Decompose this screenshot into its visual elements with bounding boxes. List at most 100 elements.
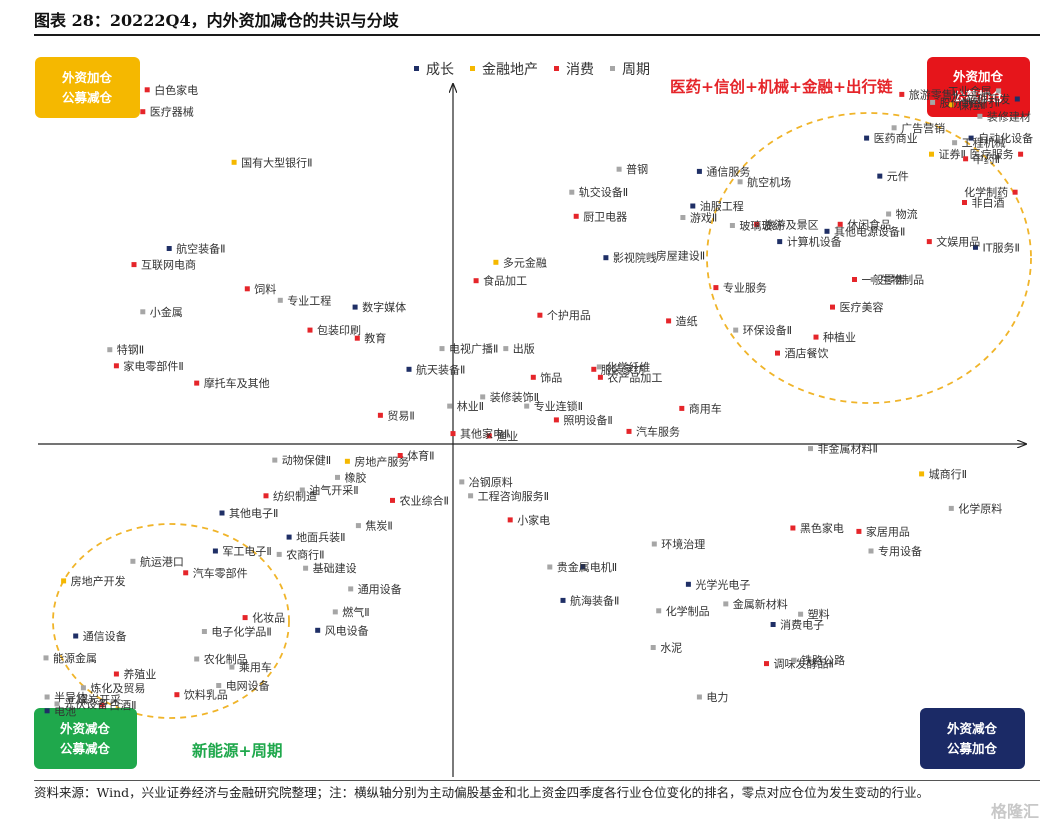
point-label: 油服工程 bbox=[700, 199, 744, 213]
point-marker bbox=[263, 493, 269, 499]
point-label: 种植业 bbox=[823, 330, 856, 344]
point-marker bbox=[948, 102, 954, 108]
point-marker bbox=[286, 534, 292, 540]
figure-title: 图表 28：20222Q4，内外资加减仓的共识与分歧 bbox=[34, 11, 399, 30]
point-marker bbox=[685, 581, 691, 587]
point-marker bbox=[729, 223, 735, 228]
point-label: 影视院线 bbox=[613, 251, 657, 265]
point-marker bbox=[113, 671, 119, 677]
point-marker bbox=[580, 564, 586, 570]
point-label: 城商行Ⅱ bbox=[929, 467, 967, 481]
point-marker bbox=[690, 203, 696, 209]
point-marker bbox=[44, 694, 50, 700]
point-label: 化学纤维 bbox=[606, 360, 650, 374]
point-marker bbox=[591, 366, 597, 372]
point-marker bbox=[791, 657, 797, 663]
point-label: 航空机场 bbox=[747, 175, 791, 189]
point-label: 小家电 bbox=[517, 513, 550, 527]
point-marker bbox=[899, 91, 905, 97]
point-marker bbox=[603, 255, 609, 261]
point-label: 冶钢原料 bbox=[469, 475, 513, 489]
point-marker bbox=[919, 471, 925, 477]
point-label: 饲料 bbox=[254, 282, 276, 296]
bottom-left-theme-annotation: 新能源+周期 bbox=[192, 741, 283, 760]
point-label: 铁路公路 bbox=[801, 654, 845, 667]
point-label: 电机Ⅱ bbox=[590, 560, 617, 574]
point-label: 个护用品 bbox=[547, 308, 591, 322]
point-marker bbox=[183, 570, 189, 576]
point-label: 医疗器械 bbox=[150, 105, 194, 119]
point-label: 基础建设 bbox=[313, 561, 357, 575]
point-marker bbox=[996, 88, 1002, 94]
point-marker bbox=[459, 479, 465, 485]
point-label: 水泥 bbox=[660, 642, 682, 655]
point-label: 通信设备 bbox=[83, 629, 127, 643]
point-label: 自动化设备 bbox=[978, 131, 1033, 145]
point-marker bbox=[352, 304, 358, 310]
point-marker bbox=[315, 627, 321, 633]
point-marker bbox=[886, 211, 892, 217]
point-label: 文娱用品 bbox=[936, 235, 980, 249]
point-marker bbox=[113, 363, 119, 369]
point-label: 工程机械 bbox=[962, 136, 1006, 150]
point-label: 计算机设备 bbox=[787, 235, 842, 249]
point-marker bbox=[503, 346, 509, 352]
point-marker bbox=[770, 622, 776, 627]
point-label: 房地产开发 bbox=[71, 574, 126, 588]
point-marker bbox=[174, 692, 180, 698]
point-marker bbox=[67, 696, 73, 702]
point-marker bbox=[216, 683, 222, 688]
point-marker bbox=[1018, 151, 1024, 157]
point-marker bbox=[680, 215, 686, 220]
point-marker bbox=[864, 135, 870, 141]
point-label: 商用车 bbox=[689, 401, 722, 415]
point-marker bbox=[870, 277, 876, 282]
point-marker bbox=[439, 346, 445, 352]
point-label: 化学制药 bbox=[964, 185, 1008, 199]
point-label: 广告营销 bbox=[901, 121, 945, 135]
quadrant-top-left: 外资加仓 公募减仓 bbox=[35, 57, 140, 118]
legend-label-1: 金融地产 bbox=[482, 62, 538, 78]
point-marker bbox=[144, 87, 150, 93]
bottom-left-cluster-circle bbox=[52, 523, 290, 719]
point-marker bbox=[666, 318, 672, 324]
point-label: 汽车零部件 bbox=[193, 566, 248, 580]
point-label: 白酒Ⅱ bbox=[109, 698, 136, 712]
point-label: 通用设备 bbox=[358, 582, 402, 596]
watermark: 格隆汇 bbox=[990, 802, 1039, 821]
point-label: 通信服务 bbox=[706, 165, 750, 178]
point-label: 电池 bbox=[54, 705, 76, 718]
point-label: 国有大型银行Ⅱ bbox=[241, 155, 312, 169]
point-marker bbox=[837, 221, 843, 227]
point-marker bbox=[737, 179, 743, 185]
point-marker bbox=[140, 109, 146, 115]
point-label: 专业连锁Ⅱ bbox=[534, 399, 583, 413]
point-label: 调味发酵品Ⅱ bbox=[774, 657, 834, 671]
point-label: 消费电子 bbox=[780, 618, 824, 632]
point-label: 养殖业 bbox=[123, 667, 156, 681]
point-label: 旅游及景区 bbox=[764, 217, 819, 231]
point-label: 照明设备Ⅱ bbox=[563, 413, 612, 427]
point-marker bbox=[212, 548, 218, 554]
point-marker bbox=[73, 633, 79, 639]
point-label: 炼化及贸易 bbox=[90, 681, 145, 695]
point-marker bbox=[80, 685, 86, 691]
point-marker bbox=[272, 457, 278, 463]
point-marker bbox=[537, 312, 543, 318]
point-label: 农产品加工 bbox=[607, 370, 662, 384]
point-label: 专业工程 bbox=[287, 293, 331, 307]
point-marker bbox=[1012, 189, 1018, 195]
point-marker bbox=[553, 417, 559, 423]
point-label: 航海装备Ⅱ bbox=[570, 593, 619, 607]
point-label: 林业Ⅱ bbox=[457, 399, 484, 413]
point-label: 油气开采Ⅱ bbox=[309, 483, 358, 497]
point-marker bbox=[597, 374, 603, 380]
point-label: 小金属 bbox=[150, 305, 183, 319]
point-label: 非金属材料Ⅱ bbox=[818, 442, 878, 456]
point-label: 电力 bbox=[706, 691, 728, 704]
point-marker bbox=[130, 558, 136, 564]
point-label: 半导体 bbox=[54, 690, 87, 704]
point-label: 服装家纺 bbox=[601, 362, 645, 376]
point-marker bbox=[696, 168, 702, 174]
point-label: 证券Ⅱ bbox=[939, 147, 966, 161]
